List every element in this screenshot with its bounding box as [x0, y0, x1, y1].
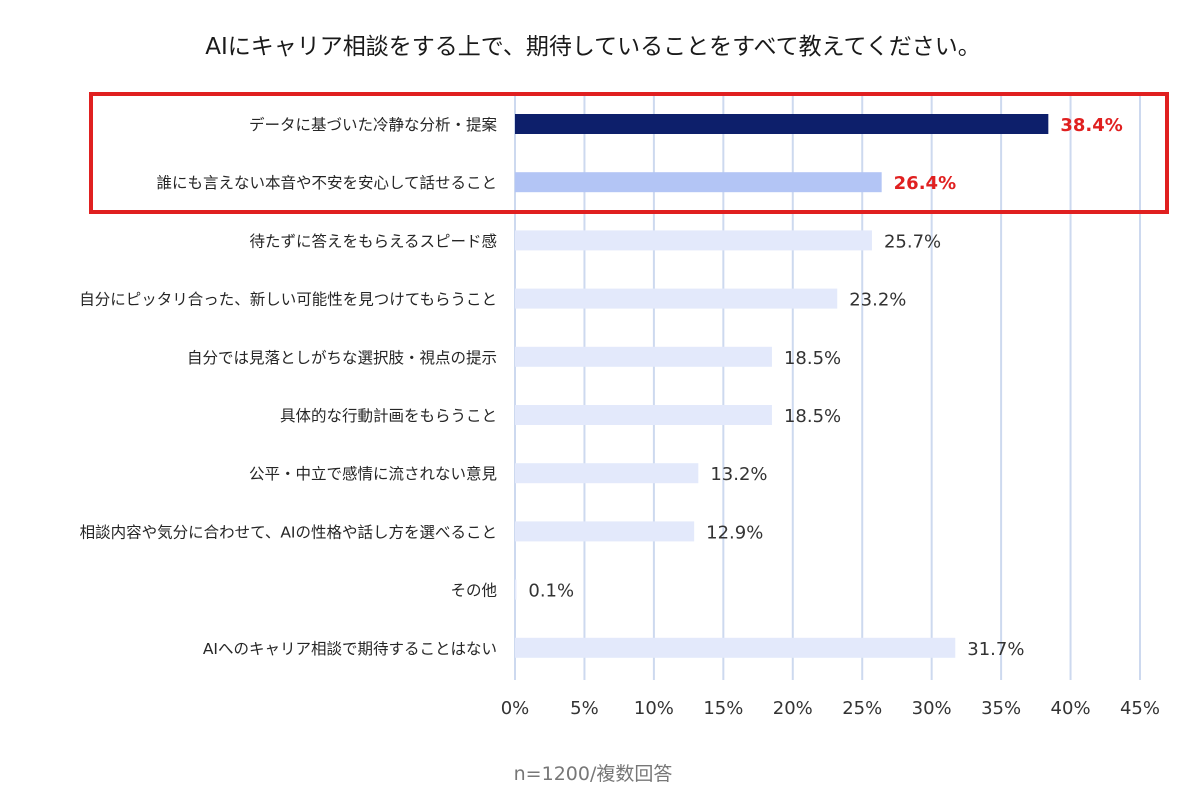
sample-note: n=1200/複数回答	[514, 763, 673, 785]
bar	[515, 346, 772, 367]
category-label: 具体的な行動計画をもらうこと	[280, 407, 497, 425]
value-label: 31.7%	[967, 639, 1024, 660]
category-label: 相談内容や気分に合わせて、AIの性格や話し方を選べること	[80, 523, 497, 541]
category-label: データに基づいた冷静な分析・提案	[249, 115, 498, 134]
value-label: 18.5%	[784, 406, 841, 427]
x-tick-label: 45%	[1120, 698, 1160, 719]
category-label: 自分にピッタリ合った、新しい可能性を見つけてもらうこと	[79, 291, 497, 309]
bar	[515, 405, 772, 425]
value-label: 12.9%	[706, 522, 763, 543]
category-label: 待たずに答えをもらえるスピード感	[249, 232, 497, 250]
bar	[515, 172, 882, 193]
value-label: 25.7%	[884, 231, 941, 252]
bar	[515, 114, 1049, 134]
x-tick-label: 25%	[842, 698, 882, 719]
category-label: その他	[450, 582, 497, 600]
bar	[515, 579, 517, 600]
value-label: 23.2%	[849, 290, 906, 311]
bar	[515, 463, 699, 484]
x-tick-label: 30%	[912, 698, 952, 719]
value-label: 18.5%	[784, 348, 841, 369]
x-tick-label: 0%	[501, 698, 530, 719]
value-label: 38.4%	[1060, 115, 1122, 136]
x-tick-label: 20%	[773, 698, 813, 719]
bar	[515, 288, 838, 309]
category-label: 公平・中立で感情に流されない意見	[249, 464, 497, 483]
value-label: 0.1%	[528, 581, 574, 602]
x-tick-label: 40%	[1051, 698, 1091, 719]
x-tick-label: 35%	[981, 698, 1021, 719]
value-label: 13.2%	[710, 464, 767, 485]
bar	[515, 637, 956, 658]
value-label: 26.4%	[894, 173, 956, 194]
category-label: AIへのキャリア相談で期待することはない	[203, 640, 497, 658]
x-tick-label: 15%	[703, 698, 743, 719]
highlight-box	[89, 92, 1169, 214]
bar	[515, 230, 872, 251]
x-tick-label: 5%	[570, 698, 599, 719]
category-label: 誰にも言えない本音や不安を安心して話せること	[156, 174, 497, 192]
x-tick-label: 10%	[634, 698, 674, 719]
chart-title: AIにキャリア相談をする上で、期待していることをすべて教えてください。	[205, 34, 981, 60]
bar	[515, 521, 695, 542]
category-label: 自分では見落としがちな選択肢・視点の提示	[187, 349, 497, 367]
